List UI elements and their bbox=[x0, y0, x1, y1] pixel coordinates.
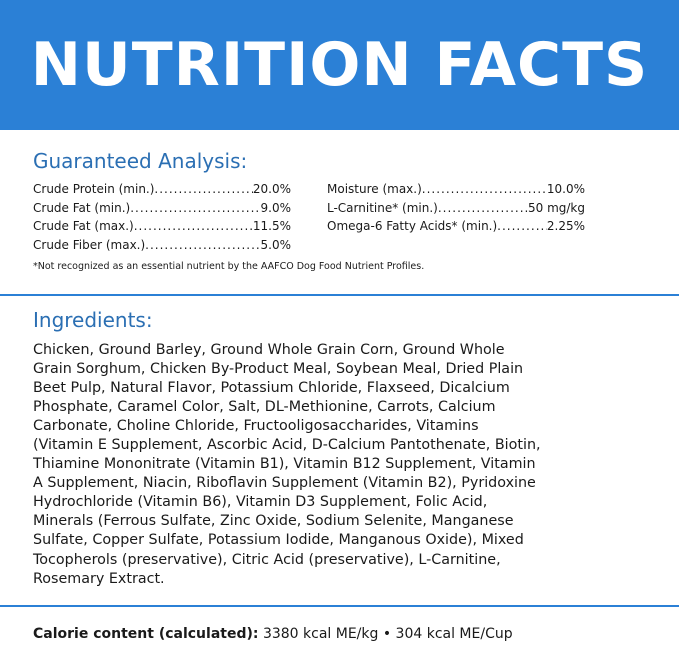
calorie: Calorie content (calculated): 3380 kcal … bbox=[33, 626, 513, 642]
ingredients-line: Minerals (Ferrous Sulfate, Zinc Oxide, S… bbox=[33, 513, 514, 530]
ingredients-heading: Ingredients: bbox=[33, 308, 153, 332]
analysis-row: Crude Fiber (max.) 5.0% bbox=[33, 236, 291, 255]
nutrient-value: 50 mg/kg bbox=[528, 200, 585, 215]
nutrient-label: Crude Fat (min.) bbox=[33, 200, 131, 215]
ingredients-line: Tocopherols (preservative), Citric Acid … bbox=[33, 551, 501, 568]
ingredients-line: Beet Pulp, Natural Flavor, Potassium Chl… bbox=[33, 380, 510, 397]
divider bbox=[0, 605, 679, 607]
ingredients-line: (Vitamin E Supplement, Ascorbic Acid, D-… bbox=[33, 437, 541, 454]
analysis-row: Crude Protein (min.) 20.0% bbox=[33, 180, 291, 199]
analysis-row: L-Carnitine* (min.) 50 mg/kg bbox=[327, 199, 585, 218]
ingredients-text: Chicken, Ground Barley, Ground Whole Gra… bbox=[33, 341, 541, 589]
nutrient-value: 20.0% bbox=[252, 182, 291, 196]
nutrient-value: 9.0% bbox=[260, 200, 292, 215]
nutrient-label: Omega-6 Fatty Acids* (min.) bbox=[327, 219, 498, 234]
nutrient-label: Crude Fiber (max.) bbox=[33, 238, 146, 253]
analysis-right: Moisture (max.) 10.0% L-Carnitine* (min.) 5… bbox=[327, 180, 585, 236]
analysis-row: Omega-6 Fatty Acids* (min.) 2.25% bbox=[327, 217, 585, 236]
analysis-heading: Guaranteed Analysis: bbox=[33, 149, 248, 173]
nutrient-label: Moisture (max.) bbox=[327, 182, 422, 196]
analysis-left: Crude Protein (min.) 20.0% Crude Fat (min.… bbox=[33, 180, 291, 255]
ingredients-line: Phosphate, Caramel Color, Salt, DL-Methi… bbox=[33, 399, 496, 416]
ingredients-line: Chicken, Ground Barley, Ground Whole Gra… bbox=[33, 342, 505, 358]
ingredients-line: A Supplement, Niacin, Riboflavin Supplem… bbox=[33, 475, 536, 492]
title: NUTRITION FACTS bbox=[30, 30, 649, 100]
ingredients-line: Grain Sorghum, Chicken By-Product Meal, … bbox=[33, 361, 524, 378]
nutrient-value: 2.25% bbox=[546, 219, 585, 234]
nutrient-label: Crude Protein (min.) bbox=[33, 182, 155, 196]
leader bbox=[497, 217, 547, 236]
leader bbox=[422, 180, 547, 199]
ingredients-line: Carbonate, Choline Chloride, Fructooligo… bbox=[33, 418, 479, 435]
nutrient-label: Crude Fat (max.) bbox=[33, 219, 134, 234]
header: NUTRITION FACTS bbox=[0, 0, 679, 130]
ingredients-line: Hydrochloride (Vitamin B6), Vitamin D3 S… bbox=[33, 494, 488, 511]
ingredients-line: Sulfate, Copper Sulfate, Potassium Iodid… bbox=[33, 532, 524, 549]
analysis-row: Crude Fat (max.) 11.5% bbox=[33, 217, 291, 236]
leader bbox=[145, 236, 260, 255]
ingredients-line: Rosemary Extract. bbox=[33, 570, 165, 587]
nutrient-value: 11.5% bbox=[252, 219, 291, 234]
divider bbox=[0, 294, 679, 296]
leader bbox=[130, 199, 260, 218]
analysis-row: Moisture (max.) 10.0% bbox=[327, 180, 585, 199]
footnote: *Not recognized as an essential nutrient… bbox=[33, 261, 425, 272]
leader bbox=[154, 180, 252, 199]
nutrient-value: 10.0% bbox=[546, 182, 585, 196]
calorie-value: 3380 kcal ME/kg • 304 kcal ME/Cup bbox=[262, 626, 513, 642]
analysis-row: Crude Fat (min.) 9.0% bbox=[33, 199, 291, 218]
ingredients-line: Thiamine Mononitrate (Vitamin B1), Vitam… bbox=[33, 456, 536, 473]
leader bbox=[134, 217, 253, 236]
nutrient-label: L-Carnitine* (min.) bbox=[327, 200, 438, 215]
leader bbox=[438, 199, 528, 218]
calorie-label: Calorie content (calculated): bbox=[33, 626, 259, 642]
nutrient-value: 5.0% bbox=[260, 238, 292, 253]
